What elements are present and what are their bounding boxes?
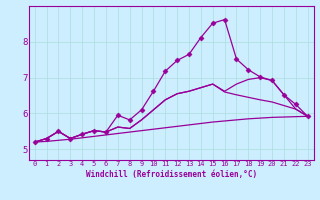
X-axis label: Windchill (Refroidissement éolien,°C): Windchill (Refroidissement éolien,°C) [86,170,257,179]
